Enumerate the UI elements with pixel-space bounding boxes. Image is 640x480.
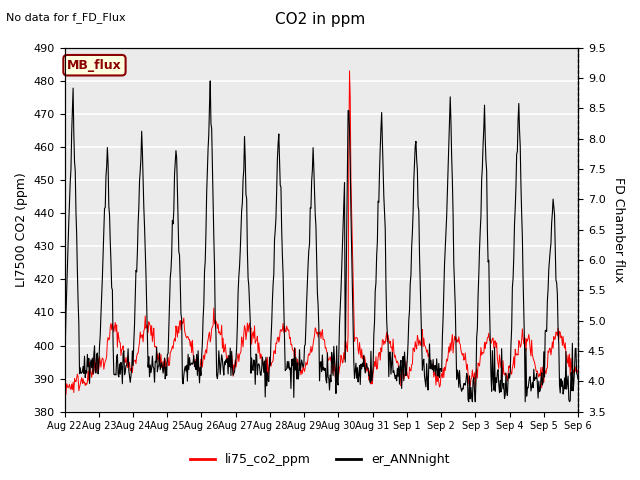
Text: MB_flux: MB_flux xyxy=(67,59,122,72)
Y-axis label: FD Chamber flux: FD Chamber flux xyxy=(612,177,625,282)
Legend: li75_co2_ppm, er_ANNnight: li75_co2_ppm, er_ANNnight xyxy=(186,448,454,471)
Y-axis label: LI7500 CO2 (ppm): LI7500 CO2 (ppm) xyxy=(15,172,28,287)
Text: CO2 in ppm: CO2 in ppm xyxy=(275,12,365,27)
Text: No data for f_FD_Flux: No data for f_FD_Flux xyxy=(6,12,126,23)
